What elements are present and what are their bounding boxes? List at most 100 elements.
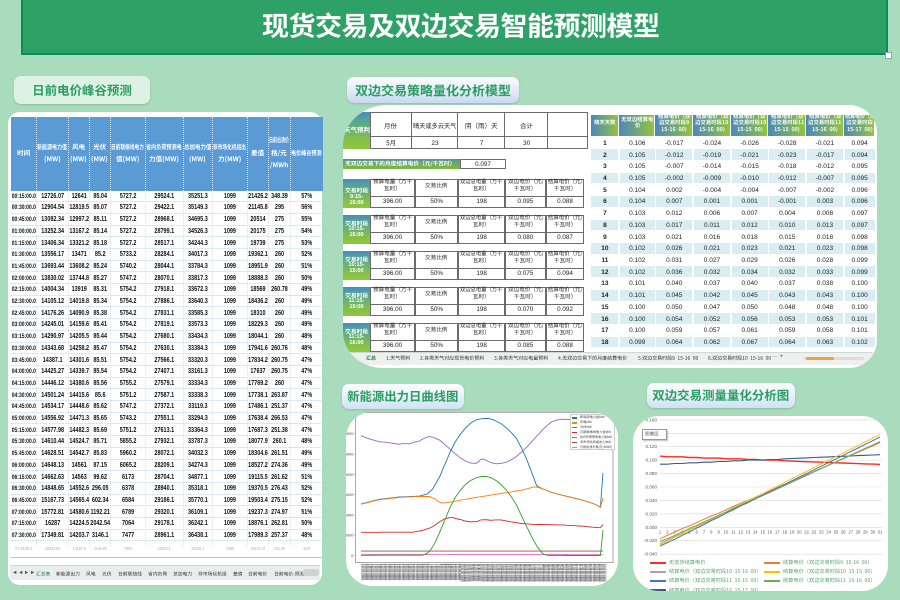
svg-text:15:30:00 23/5/1: 15:30:00 23/5/1 — [515, 564, 519, 583]
svg-text:21:15:00 23/5/1: 21:15:00 23/5/1 — [574, 564, 578, 583]
svg-text:22:30:00 23/5/1: 22:30:00 23/5/1 — [587, 564, 591, 583]
svg-text:4:15:00 23/5/1: 4:15:00 23/5/1 — [402, 564, 406, 581]
svg-text:18: 18 — [782, 530, 787, 535]
svg-text:19: 19 — [790, 530, 795, 535]
svg-text:1:00:00 23/5/1: 1:00:00 23/5/1 — [368, 564, 372, 581]
svg-text:1: 1 — [659, 530, 662, 535]
svg-text:10:45:00 23/5/1: 10:45:00 23/5/1 — [467, 564, 471, 583]
svg-text:10:00:00 23/5/1: 10:00:00 23/5/1 — [459, 564, 463, 583]
svg-text:19:30:00 23/5/1: 19:30:00 23/5/1 — [557, 564, 561, 583]
svg-text:12: 12 — [738, 530, 743, 535]
svg-text:22:45:00 23/5/1: 22:45:00 23/5/1 — [589, 564, 593, 583]
svg-text:18:45:00 23/5/1: 18:45:00 23/5/1 — [549, 564, 553, 583]
svg-text:2:45:00 23/5/1: 2:45:00 23/5/1 — [387, 564, 391, 581]
svg-text:2:15:00 23/5/1: 2:15:00 23/5/1 — [380, 564, 384, 581]
svg-text:2:30:00 23/5/1: 2:30:00 23/5/1 — [383, 564, 387, 581]
svg-text:12:45:00 23/5/1: 12:45:00 23/5/1 — [489, 564, 493, 583]
svg-text:18:30:00 23/5/1: 18:30:00 23/5/1 — [546, 564, 550, 583]
svg-text:7: 7 — [703, 530, 706, 535]
svg-text:13:45:00 23/5/1: 13:45:00 23/5/1 — [499, 564, 503, 583]
svg-text:21:15:00 23/5/1: 21:15:00 23/5/1 — [575, 564, 579, 583]
svg-text:23:45:00 23/5/1: 23:45:00 23/5/1 — [599, 564, 603, 583]
svg-text:4:30:00 23/5/1: 4:30:00 23/5/1 — [403, 564, 407, 581]
svg-text:3:30:00 23/5/1: 3:30:00 23/5/1 — [394, 564, 398, 581]
svg-text:20:00:00 23/5/1: 20:00:00 23/5/1 — [563, 564, 567, 583]
svg-text:13:00:00 23/5/1: 13:00:00 23/5/1 — [490, 564, 494, 583]
svg-text:22:00:00 23/5/1: 22:00:00 23/5/1 — [582, 564, 586, 583]
svg-text:1:15:00 23/5/1: 1:15:00 23/5/1 — [372, 564, 376, 581]
svg-text:12:30:00 23/5/1: 12:30:00 23/5/1 — [486, 564, 490, 583]
svg-text:3:45:00 23/5/1: 3:45:00 23/5/1 — [397, 564, 401, 581]
svg-text:11:30:00 23/5/1: 11:30:00 23/5/1 — [476, 564, 480, 582]
svg-text:9:15:00 23/5/1: 9:15:00 23/5/1 — [453, 564, 457, 581]
svg-text:24: 24 — [826, 530, 831, 535]
svg-text:3:15:00 23/5/1: 3:15:00 23/5/1 — [392, 564, 396, 581]
svg-text:2:30:00 23/5/1: 2:30:00 23/5/1 — [384, 564, 388, 581]
svg-text:25000: 25000 — [346, 453, 353, 457]
svg-text:11:15:00 23/5/1: 11:15:00 23/5/1 — [473, 564, 477, 582]
svg-text:13:15:00 23/5/1: 13:15:00 23/5/1 — [494, 564, 498, 583]
svg-text:1:45:00 23/5/1: 1:45:00 23/5/1 — [377, 564, 381, 581]
svg-text:19:00:00 23/5/1: 19:00:00 23/5/1 — [552, 564, 556, 583]
svg-text:19:30:00 23/5/1: 19:30:00 23/5/1 — [556, 564, 560, 583]
svg-text:21:00:00 23/5/1: 21:00:00 23/5/1 — [573, 564, 577, 583]
svg-text:17:00:00 23/5/1: 17:00:00 23/5/1 — [531, 564, 535, 583]
svg-text:18:15:00 23/5/1: 18:15:00 23/5/1 — [545, 564, 549, 583]
svg-text:18:00:00 23/5/1: 18:00:00 23/5/1 — [542, 564, 546, 583]
svg-text:19:45:00 23/5/1: 19:45:00 23/5/1 — [559, 564, 563, 583]
svg-text:6:00:00 23/5/1: 6:00:00 23/5/1 — [419, 564, 423, 581]
svg-text:21:00:00 23/5/1: 21:00:00 23/5/1 — [571, 564, 575, 583]
svg-text:12:45:00 23/5/1: 12:45:00 23/5/1 — [487, 564, 491, 583]
svg-text:10:30:00 23/5/1: 10:30:00 23/5/1 — [466, 564, 470, 583]
svg-text:6:45:00 23/5/1: 6:45:00 23/5/1 — [426, 564, 430, 581]
svg-text:11:30:00 23/5/1: 11:30:00 23/5/1 — [475, 564, 479, 582]
svg-text:0.080: 0.080 — [646, 471, 658, 476]
svg-text:0:30:00 23/5/1: 0:30:00 23/5/1 — [363, 564, 367, 581]
svg-text:14:15:00 23/5/1: 14:15:00 23/5/1 — [504, 564, 508, 583]
svg-text:9:30:00 23/5/1: 9:30:00 23/5/1 — [454, 564, 458, 581]
svg-text:6:30:00 23/5/1: 6:30:00 23/5/1 — [425, 564, 429, 581]
svg-text:16:15:00 23/5/1: 16:15:00 23/5/1 — [523, 564, 527, 583]
svg-text:17:45:00 23/5/1: 17:45:00 23/5/1 — [540, 564, 544, 583]
svg-text:0:15:00 23/5/1: 0:15:00 23/5/1 — [361, 564, 365, 581]
svg-text:14:00:00 23/5/1: 14:00:00 23/5/1 — [500, 564, 504, 583]
svg-text:22:15:00 23/5/1: 22:15:00 23/5/1 — [585, 564, 589, 583]
svg-text:16:45:00 23/5/1: 16:45:00 23/5/1 — [529, 564, 533, 583]
svg-text:4:00:00 23/5/1: 4:00:00 23/5/1 — [398, 564, 402, 581]
svg-text:19:45:00 23/5/1: 19:45:00 23/5/1 — [560, 564, 564, 583]
svg-text:0:30:00 23/5/1: 0:30:00 23/5/1 — [364, 564, 368, 581]
svg-text:15:45:00 23/5/1: 15:45:00 23/5/1 — [518, 564, 522, 583]
svg-text:26: 26 — [841, 530, 846, 535]
svg-text:1:30:00 23/5/1: 1:30:00 23/5/1 — [373, 564, 377, 581]
svg-text:22:00:00 23/5/1: 22:00:00 23/5/1 — [583, 564, 587, 583]
svg-text:9:45:00 23/5/1: 9:45:00 23/5/1 — [458, 564, 462, 581]
svg-text:4:30:00 23/5/1: 4:30:00 23/5/1 — [405, 564, 409, 581]
svg-text:2: 2 — [666, 530, 669, 535]
svg-text:2:00:00 23/5/1: 2:00:00 23/5/1 — [378, 564, 382, 581]
svg-text:11:00:00 23/5/1: 11:00:00 23/5/1 — [471, 564, 475, 582]
svg-text:0:45:00 23/5/1: 0:45:00 23/5/1 — [366, 564, 370, 581]
svg-text:3:00:00 23/5/1: 3:00:00 23/5/1 — [388, 564, 392, 581]
svg-text:6:00:00 23/5/1: 6:00:00 23/5/1 — [420, 564, 424, 581]
svg-text:0.040: 0.040 — [646, 498, 658, 503]
svg-text:20:45:00 23/5/1: 20:45:00 23/5/1 — [569, 564, 573, 583]
svg-text:22:45:00 23/5/1: 22:45:00 23/5/1 — [591, 564, 595, 583]
svg-text:0.000: 0.000 — [646, 525, 658, 530]
svg-text:23:45:00 23/5/1: 23:45:00 23/5/1 — [601, 564, 605, 583]
svg-text:-0.020: -0.020 — [644, 538, 657, 543]
svg-text:4:45:00 23/5/1: 4:45:00 23/5/1 — [407, 564, 411, 581]
svg-text:15000: 15000 — [346, 493, 353, 497]
svg-text:0.020: 0.020 — [646, 511, 658, 516]
svg-text:1:30:00 23/5/1: 1:30:00 23/5/1 — [374, 564, 378, 581]
svg-text:5:15:00 23/5/1: 5:15:00 23/5/1 — [411, 564, 415, 581]
svg-text:35000: 35000 — [346, 412, 353, 416]
svg-text:17:30:00 23/5/1: 17:30:00 23/5/1 — [537, 564, 541, 583]
svg-text:14:00:00 23/5/1: 14:00:00 23/5/1 — [501, 564, 505, 583]
svg-text:0.160: 0.160 — [646, 417, 658, 422]
svg-text:1:45:00 23/5/1: 1:45:00 23/5/1 — [375, 564, 379, 581]
svg-text:22:15:00 23/5/1: 22:15:00 23/5/1 — [584, 564, 588, 583]
svg-text:10:30:00 23/5/1: 10:30:00 23/5/1 — [464, 564, 468, 583]
svg-text:7:15:00 23/5/1: 7:15:00 23/5/1 — [433, 564, 437, 581]
svg-text:11:45:00 23/5/1: 11:45:00 23/5/1 — [479, 564, 483, 582]
svg-text:14:15:00 23/5/1: 14:15:00 23/5/1 — [503, 564, 507, 583]
